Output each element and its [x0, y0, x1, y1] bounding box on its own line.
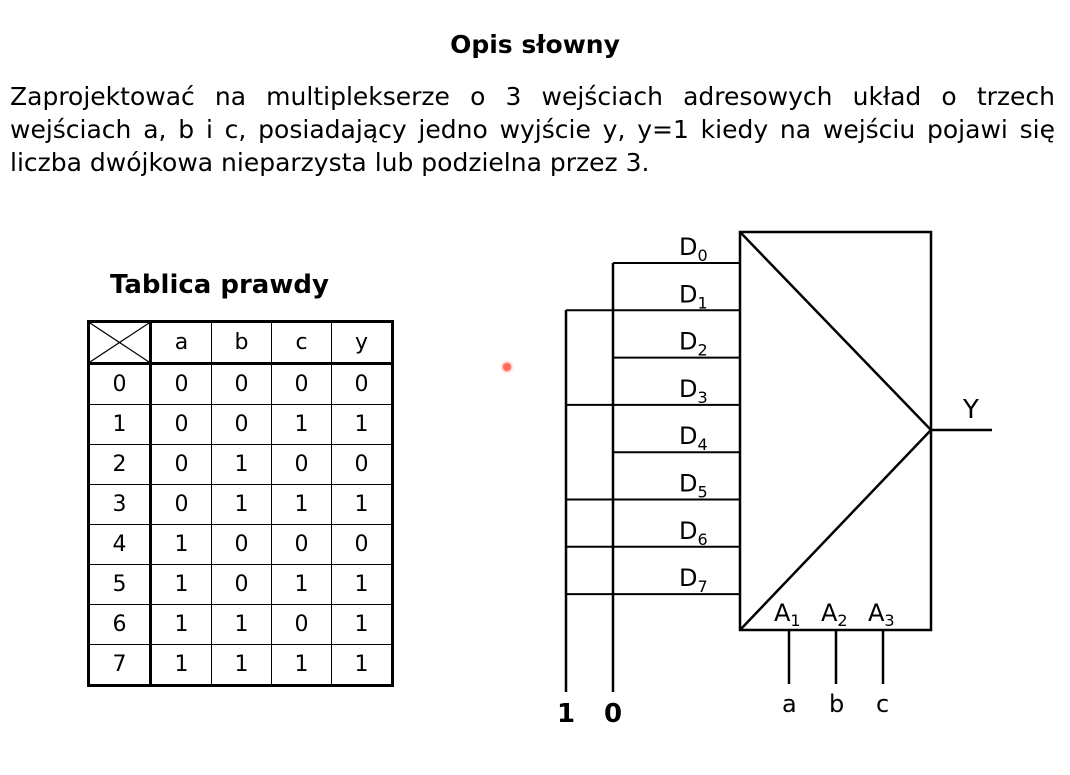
row-index: 2 — [88, 444, 152, 485]
header-cell-b: b — [211, 321, 272, 365]
table-row: 0 0 0 0 0 — [88, 363, 393, 405]
address-label-a2: A2 — [821, 599, 848, 630]
address-label-a3: A3 — [868, 599, 895, 630]
cell-y: 1 — [331, 404, 393, 445]
cell-a: 1 — [150, 604, 212, 645]
truth-table-header-row: a b c y — [88, 321, 393, 365]
input-label-d1: D1 — [679, 280, 708, 312]
cell-b: 0 — [211, 564, 272, 605]
output-label: Y — [962, 395, 979, 425]
crossed-corner-cell — [88, 321, 152, 365]
address-signal-b: b — [829, 690, 844, 718]
input-label-d2: D2 — [679, 328, 708, 360]
input-label-d5: D5 — [679, 470, 708, 502]
table-row: 4 1 0 0 0 — [88, 524, 393, 565]
rail-0-label: 0 — [604, 699, 622, 729]
mux-body — [738, 230, 933, 632]
cell-y: 1 — [331, 564, 393, 605]
row-index: 4 — [88, 524, 152, 565]
cell-c: 1 — [271, 644, 332, 686]
input-label-d7: D7 — [679, 564, 708, 596]
row-index: 6 — [88, 604, 152, 645]
truth-table: a b c y 0 0 0 0 0 1 0 0 1 1 2 0 1 0 0 3 … — [87, 320, 394, 687]
rail-1-label: 1 — [557, 699, 575, 729]
input-label-d4: D4 — [679, 422, 708, 454]
cell-c: 0 — [271, 363, 332, 405]
address-label-a1: A1 — [774, 599, 801, 630]
cross-icon — [90, 323, 149, 362]
truth-table-title: Tablica prawdy — [110, 270, 329, 300]
cell-c: 1 — [271, 404, 332, 445]
row-index: 1 — [88, 404, 152, 445]
table-row: 7 1 1 1 1 — [88, 644, 393, 686]
cell-b: 1 — [211, 604, 272, 645]
row-index: 3 — [88, 484, 152, 525]
cell-b: 0 — [211, 524, 272, 565]
cell-y: 0 — [331, 363, 393, 405]
header-cell-c: c — [271, 321, 332, 365]
cell-c: 0 — [271, 444, 332, 485]
input-label-d6: D6 — [679, 517, 708, 549]
input-label-d0: D0 — [679, 233, 708, 265]
input-label-d3: D3 — [679, 375, 708, 407]
cell-y: 1 — [331, 604, 393, 645]
header-cell-y: y — [331, 321, 393, 365]
task-description: Zaprojektować na multiplekserze o 3 wejś… — [10, 82, 1055, 177]
cell-b: 0 — [211, 404, 272, 445]
cell-b: 1 — [211, 484, 272, 525]
cell-a: 1 — [150, 564, 212, 605]
address-signal-c: c — [876, 690, 889, 718]
table-row: 6 1 1 0 1 — [88, 604, 393, 645]
address-signal-a: a — [782, 690, 797, 718]
cell-y: 1 — [331, 644, 393, 686]
cell-a: 1 — [150, 524, 212, 565]
mux-triangle — [739, 231, 933, 631]
cell-a: 1 — [150, 644, 212, 686]
header-cell-a: a — [150, 321, 212, 365]
row-index: 7 — [88, 644, 152, 686]
laser-pointer-dot — [503, 363, 511, 371]
cell-a: 0 — [150, 363, 212, 405]
cell-c: 1 — [271, 484, 332, 525]
cell-c: 0 — [271, 604, 332, 645]
page-title: Opis słowny — [450, 30, 620, 59]
